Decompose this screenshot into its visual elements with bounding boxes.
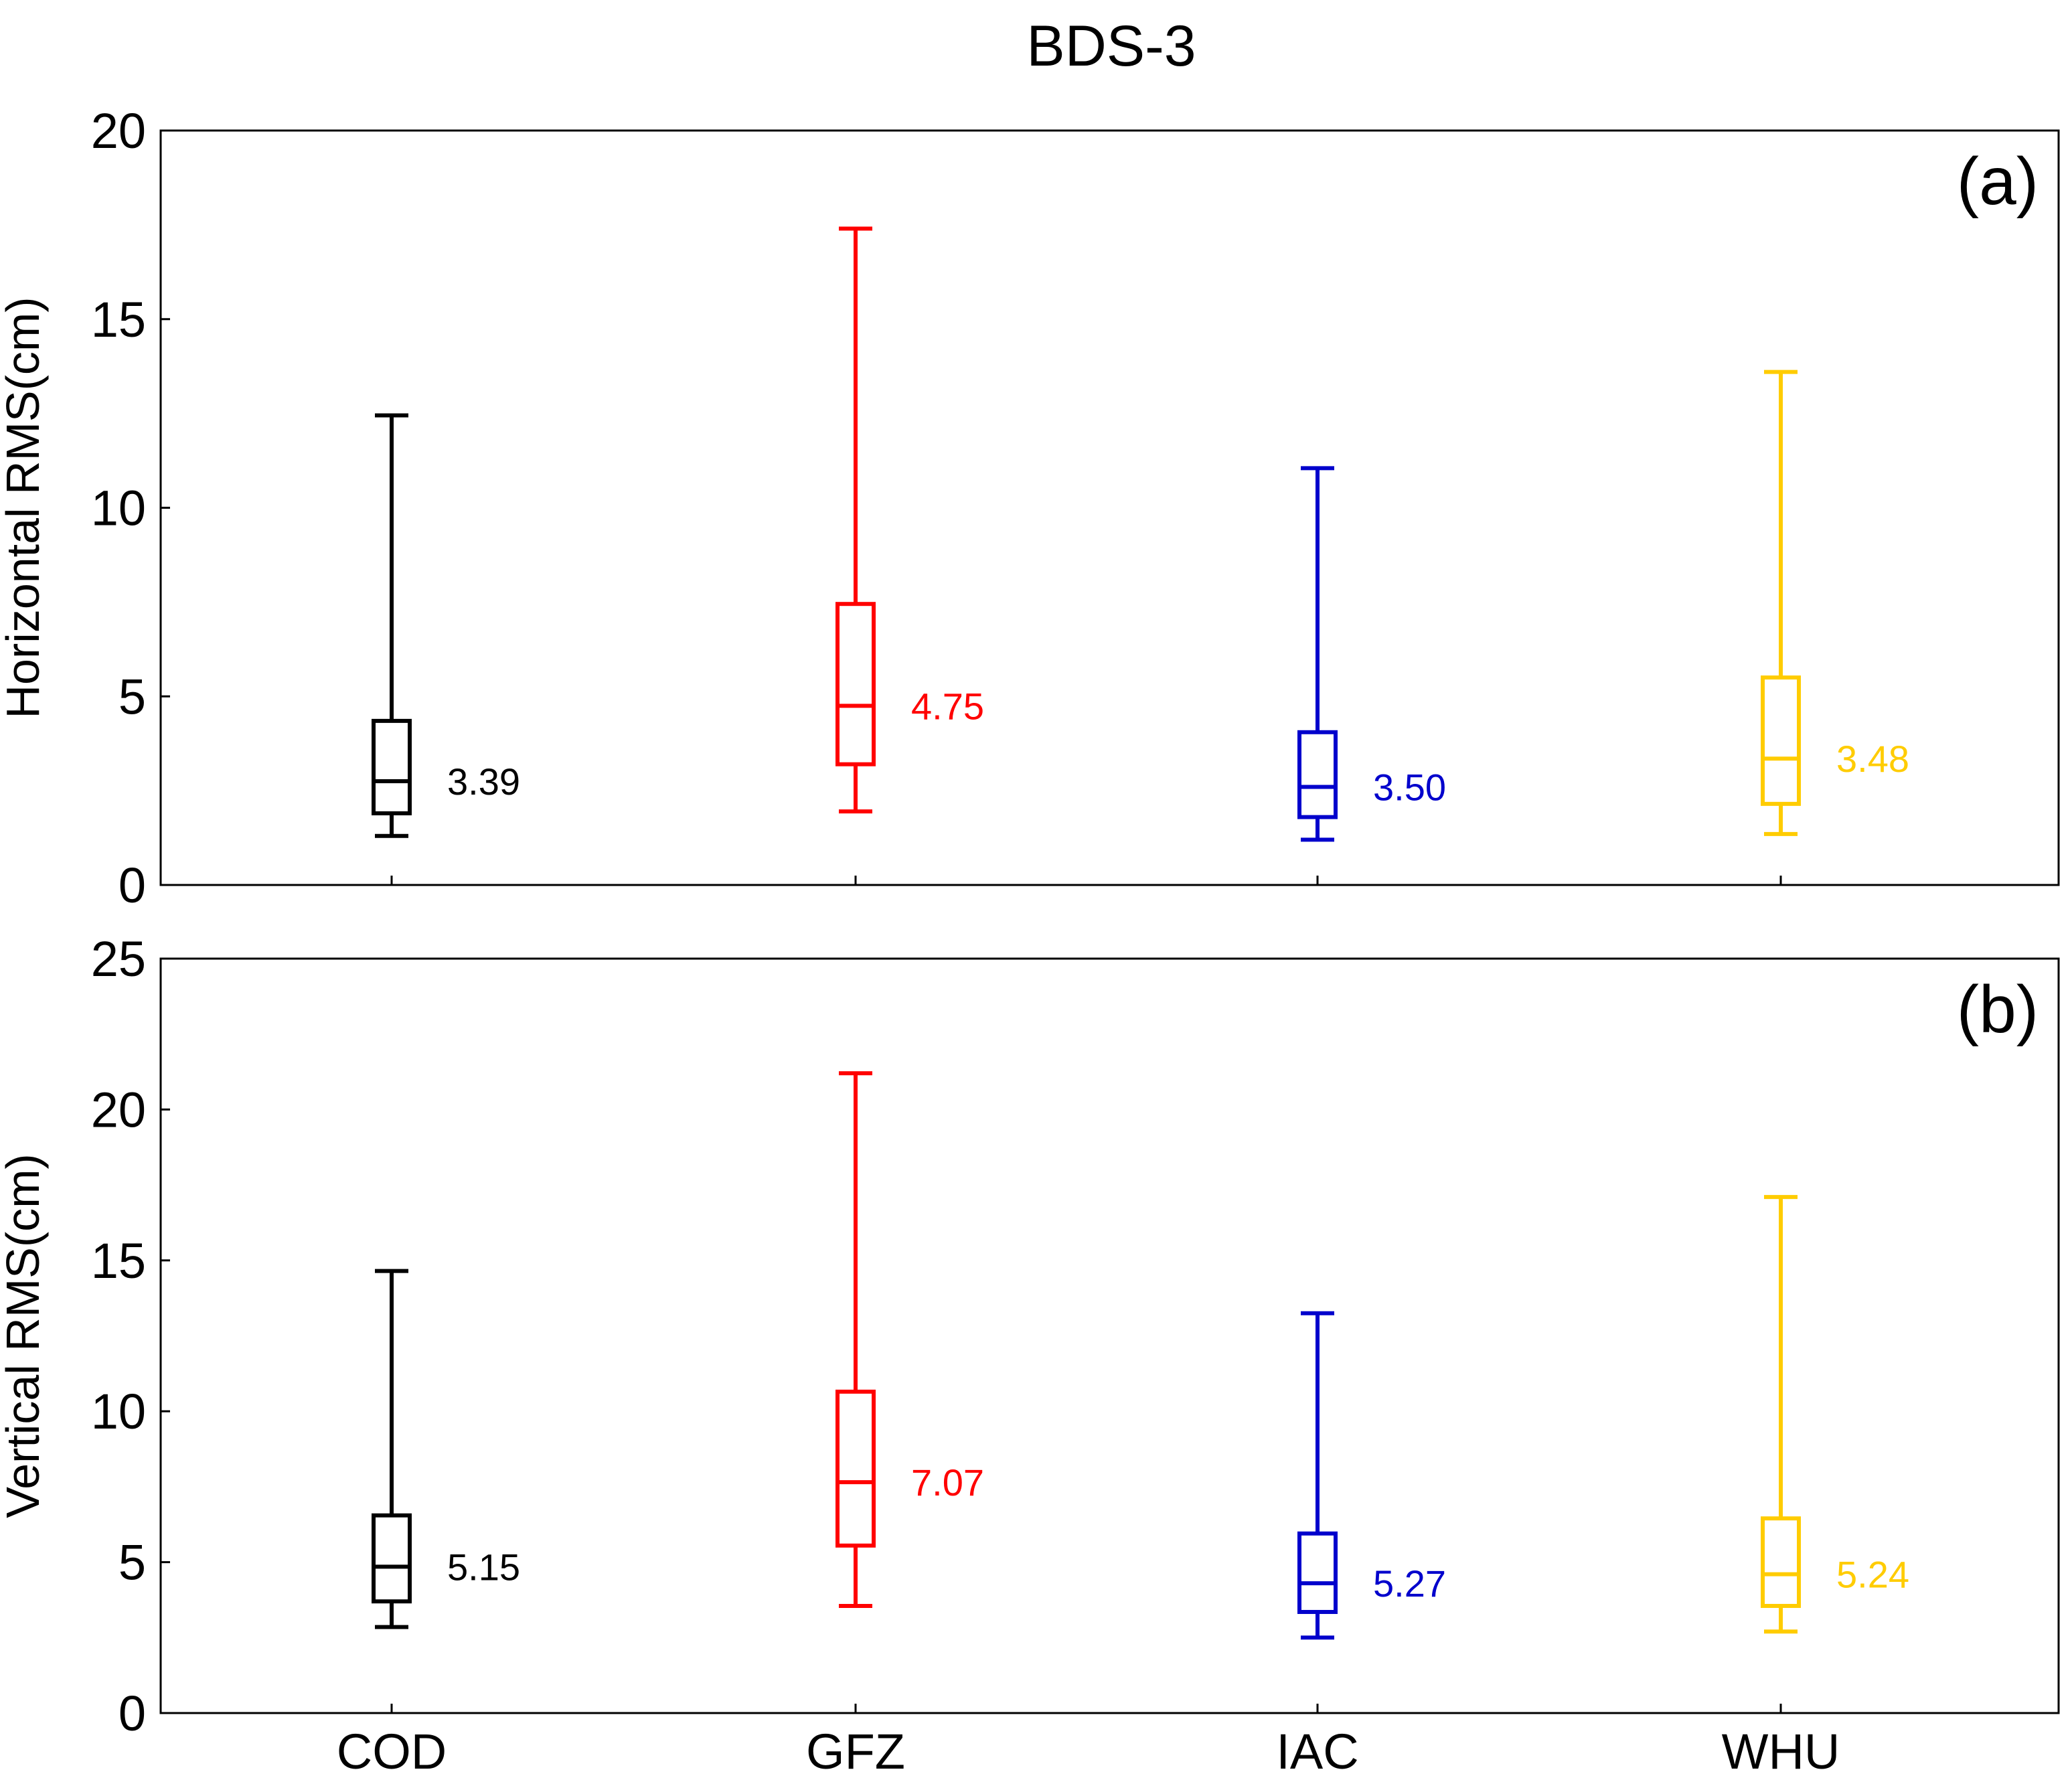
plot-frame-a xyxy=(159,129,2060,886)
y-tick-label: 0 xyxy=(118,858,146,913)
y-tick-label: 10 xyxy=(91,481,146,536)
y-axis-label: Vertical RMS(cm) xyxy=(0,1153,49,1518)
box-iqr xyxy=(1297,1531,1338,1614)
y-tick-label: 10 xyxy=(91,1384,146,1439)
mean-value-label: 3.50 xyxy=(1373,766,1446,808)
panel-a-horizontal: 0 5 10 15 20 Horizontal RMS(cm) (a) 3.39 4.75 3.5… xyxy=(0,103,2060,913)
y-tick-label: 15 xyxy=(91,1233,146,1289)
box-iqr xyxy=(1761,1516,1801,1608)
y-tick-label: 5 xyxy=(118,1535,146,1591)
box-iqr xyxy=(835,1389,876,1548)
x-category-label: COD xyxy=(337,1724,447,1779)
x-axis-category-labels: COD GFZ IAC WHU xyxy=(337,1724,1840,1779)
box-gfz: 4.75 xyxy=(835,226,984,814)
y-tick-label: 25 xyxy=(91,931,146,987)
chart-title: BDS-3 xyxy=(1026,14,1196,78)
box-iqr xyxy=(1297,730,1338,819)
y-tick-label: 20 xyxy=(91,103,146,159)
y-tick-label: 0 xyxy=(118,1686,146,1741)
box-iqr xyxy=(372,718,412,815)
mean-value-label: 7.07 xyxy=(911,1461,984,1504)
x-category-label: GFZ xyxy=(806,1724,905,1779)
box-iqr xyxy=(1761,675,1801,806)
mean-value-label: 5.24 xyxy=(1836,1554,1909,1596)
mean-value-label: 5.27 xyxy=(1373,1562,1446,1605)
y-tick-label: 5 xyxy=(118,669,146,724)
panel-label: (b) xyxy=(1957,972,2039,1047)
x-category-label: IAC xyxy=(1276,1724,1358,1779)
mean-value-label: 3.48 xyxy=(1836,738,1909,780)
box-cod: 5.15 xyxy=(372,1269,520,1629)
plot-frame-b xyxy=(159,957,2060,1714)
box-whu: 5.24 xyxy=(1761,1195,1909,1634)
box-iac: 5.27 xyxy=(1297,1311,1446,1640)
box-cod: 3.39 xyxy=(372,413,520,838)
panel-b-vertical: 0 5 10 15 20 25 Vertical RMS(cm) (b) 5.15 7.07 5.2… xyxy=(0,931,2060,1741)
x-category-label: WHU xyxy=(1722,1724,1840,1779)
panel-label: (a) xyxy=(1957,144,2039,219)
mean-value-label: 3.39 xyxy=(447,760,520,803)
y-axis-label: Horizontal RMS(cm) xyxy=(0,297,49,718)
box-iac: 3.50 xyxy=(1297,466,1446,842)
box-gfz: 7.07 xyxy=(835,1071,984,1608)
mean-value-label: 5.15 xyxy=(447,1546,520,1588)
box-whu: 3.48 xyxy=(1761,370,1909,836)
mean-value-label: 4.75 xyxy=(911,685,984,727)
box-iqr xyxy=(372,1513,412,1604)
box-iqr xyxy=(835,602,876,766)
y-tick-label: 15 xyxy=(91,292,146,347)
y-tick-label: 20 xyxy=(91,1082,146,1137)
